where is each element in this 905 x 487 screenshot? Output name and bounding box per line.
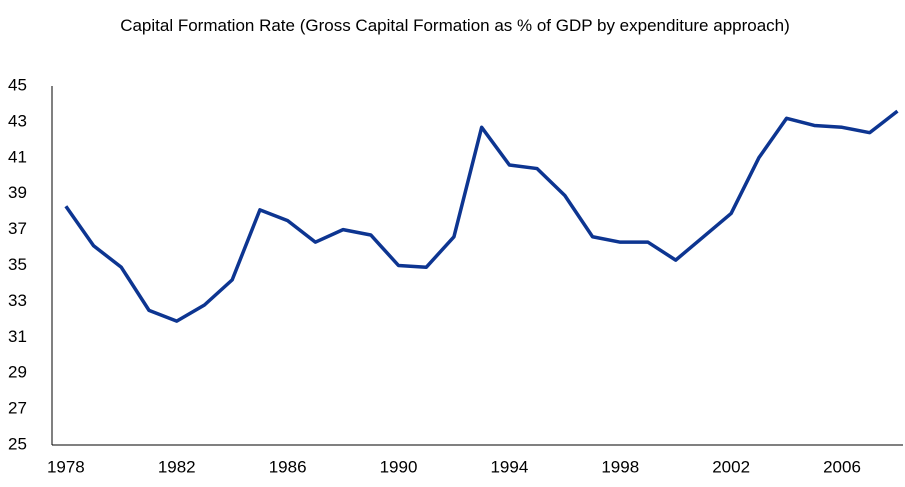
y-tick-label: 25: [8, 434, 27, 453]
x-tick-label: 1990: [380, 457, 418, 476]
y-tick-label: 35: [8, 255, 27, 274]
chart-title: Capital Formation Rate (Gross Capital Fo…: [120, 16, 790, 35]
x-tick-label: 2006: [823, 457, 861, 476]
x-tick-label: 1994: [490, 457, 528, 476]
y-tick-label: 33: [8, 291, 27, 310]
y-tick-label: 27: [8, 399, 27, 418]
y-tick-label: 29: [8, 363, 27, 382]
x-tick-label: 1986: [269, 457, 307, 476]
x-tick-label: 1998: [601, 457, 639, 476]
x-tick-label: 2002: [712, 457, 750, 476]
y-tick-label: 31: [8, 327, 27, 346]
y-tick-label: 41: [8, 147, 27, 166]
data-line: [64, 109, 899, 323]
x-tick-label: 1982: [158, 457, 196, 476]
x-tick-label: 1978: [47, 457, 85, 476]
y-tick-label: 37: [8, 219, 27, 238]
y-tick-label: 39: [8, 183, 27, 202]
y-tick-label: 43: [8, 111, 27, 130]
y-tick-label: 45: [8, 75, 27, 94]
